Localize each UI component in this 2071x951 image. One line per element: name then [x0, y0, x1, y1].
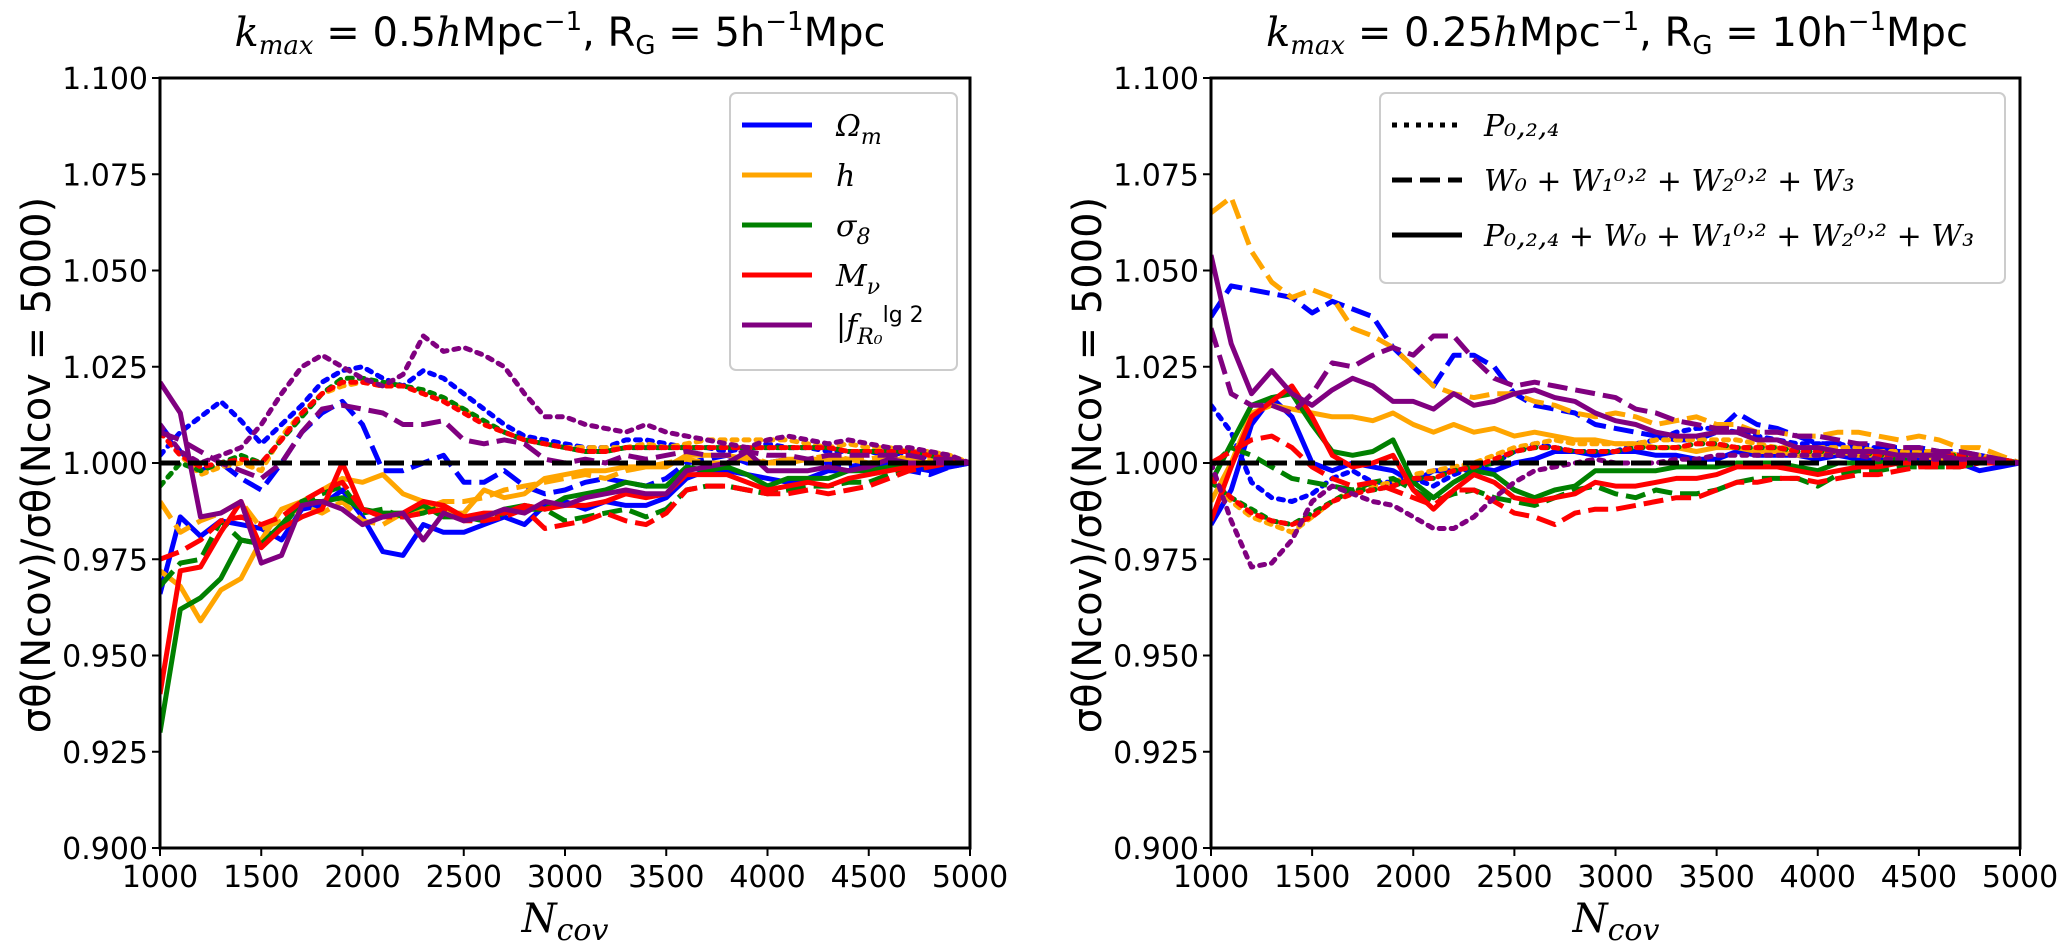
left-plot-area: 1000 1500 2000 2500 3000 3500 4000 4500 5000 0.90… [62, 62, 1008, 895]
y-tick-label: 1.075 [1113, 158, 1199, 193]
y-tick-label: 1.100 [62, 62, 148, 97]
y-tick-label: 0.975 [62, 543, 148, 578]
series-line-dashed-4 [1211, 194, 2020, 466]
x-tick-label: 4000 [729, 860, 805, 895]
legend-label: P₀,₂,₄ [1483, 109, 1559, 144]
series-line-solid-11 [1211, 383, 2020, 522]
y-tick-label: 0.925 [62, 736, 148, 771]
x-tick-label: 1500 [223, 860, 299, 895]
x-tick-label: 3000 [527, 860, 603, 895]
y-tick-label: 0.950 [62, 640, 148, 675]
x-tick-label: 3000 [1577, 860, 1653, 895]
y-tick-label: 1.075 [62, 158, 148, 193]
left-y-axis-label: σθ(Ncov)/σθ(Ncov = 5000) [14, 197, 60, 733]
left-x-axis-label: Ncov [521, 896, 609, 948]
right-plot-area: 1000 1500 2000 2500 3000 3500 4000 4500 5000 0.90… [1113, 62, 2058, 895]
y-tick-label: 0.925 [1113, 736, 1199, 771]
series-group [160, 333, 970, 733]
y-tick-label: 0.900 [1113, 832, 1199, 867]
x-tick-label: 4500 [831, 860, 907, 895]
x-tick-label: 1500 [1274, 860, 1350, 895]
series-line-dashed-1 [1211, 283, 2020, 466]
series-line-solid-14 [1211, 254, 2020, 466]
y-tick-label: 0.950 [1113, 640, 1199, 675]
x-tick-label: 2500 [1476, 860, 1552, 895]
x-tick-label: 4000 [1780, 860, 1856, 895]
series-line-dashed-13 [1211, 327, 2020, 466]
right-panel: kmax = 0.25hMpc−1, RG = 10h−1Mpc 1000 150… [1065, 7, 2058, 948]
legend-label: σ8 [836, 209, 870, 250]
y-tick-label: 1.025 [62, 351, 148, 386]
legend-label: h [836, 159, 855, 194]
x-tick-label: 2000 [1375, 860, 1451, 895]
legend-label: Mν [835, 259, 880, 300]
x-tick-label: 1000 [1173, 860, 1249, 895]
x-tick-label: 5000 [932, 860, 1008, 895]
series-line-dotted-0 [160, 364, 970, 466]
x-tick-label: 2000 [324, 860, 400, 895]
legend-frame [1379, 92, 2006, 284]
y-tick-label: 1.025 [1113, 351, 1199, 386]
series-line-dotted-12 [160, 333, 970, 466]
right-x-axis-label: Ncov [1572, 896, 1660, 948]
right-y-axis-label: σθ(Ncov)/σθ(Ncov = 5000) [1065, 197, 1111, 733]
right-panel-title: kmax = 0.25hMpc−1, RG = 10h−1Mpc [1266, 7, 1968, 61]
y-tick-label: 1.100 [1113, 62, 1199, 97]
y-tick-label: 1.050 [62, 255, 148, 290]
legend-frame [729, 92, 958, 371]
series-line-dashed-10 [1211, 433, 2020, 528]
left-panel-title: kmax = 0.5hMpc−1, RG = 5h−1Mpc [234, 7, 885, 61]
series-line-dotted-9 [160, 379, 970, 470]
series-line-dashed-7 [160, 460, 970, 588]
legend-label: P₀,₂,₄ + W₀ + W₁⁰˒² + W₂⁰˒² + W₃ [1483, 219, 1974, 254]
legend-label: W₀ + W₁⁰˒² + W₂⁰˒² + W₃ [1484, 164, 1855, 199]
x-tick-label: 1000 [122, 860, 198, 895]
y-tick-label: 0.900 [62, 832, 148, 867]
right-legend: P₀,₂,₄ W₀ + W₁⁰˒² + W₂⁰˒² + W₃ P₀,₂,₄ + W₀… [1379, 92, 2006, 284]
legend-label: Ωm [835, 109, 882, 150]
x-tick-label: 2500 [426, 860, 502, 895]
y-tick-label: 1.000 [1113, 447, 1199, 482]
y-tick-label: 1.000 [62, 447, 148, 482]
x-tick-label: 3500 [628, 860, 704, 895]
series-group [1211, 194, 2020, 570]
left-panel: kmax = 0.5hMpc−1, RG = 5h−1Mpc 1000 1500 2… [14, 7, 1008, 948]
y-tick-label: 1.050 [1113, 255, 1199, 290]
series-line-dashed-10 [160, 460, 970, 562]
y-tick-label: 0.975 [1113, 543, 1199, 578]
x-tick-label: 5000 [1982, 860, 2058, 895]
series-line-solid-14 [160, 380, 970, 566]
x-tick-label: 4500 [1881, 860, 1957, 895]
x-tick-label: 3500 [1678, 860, 1754, 895]
